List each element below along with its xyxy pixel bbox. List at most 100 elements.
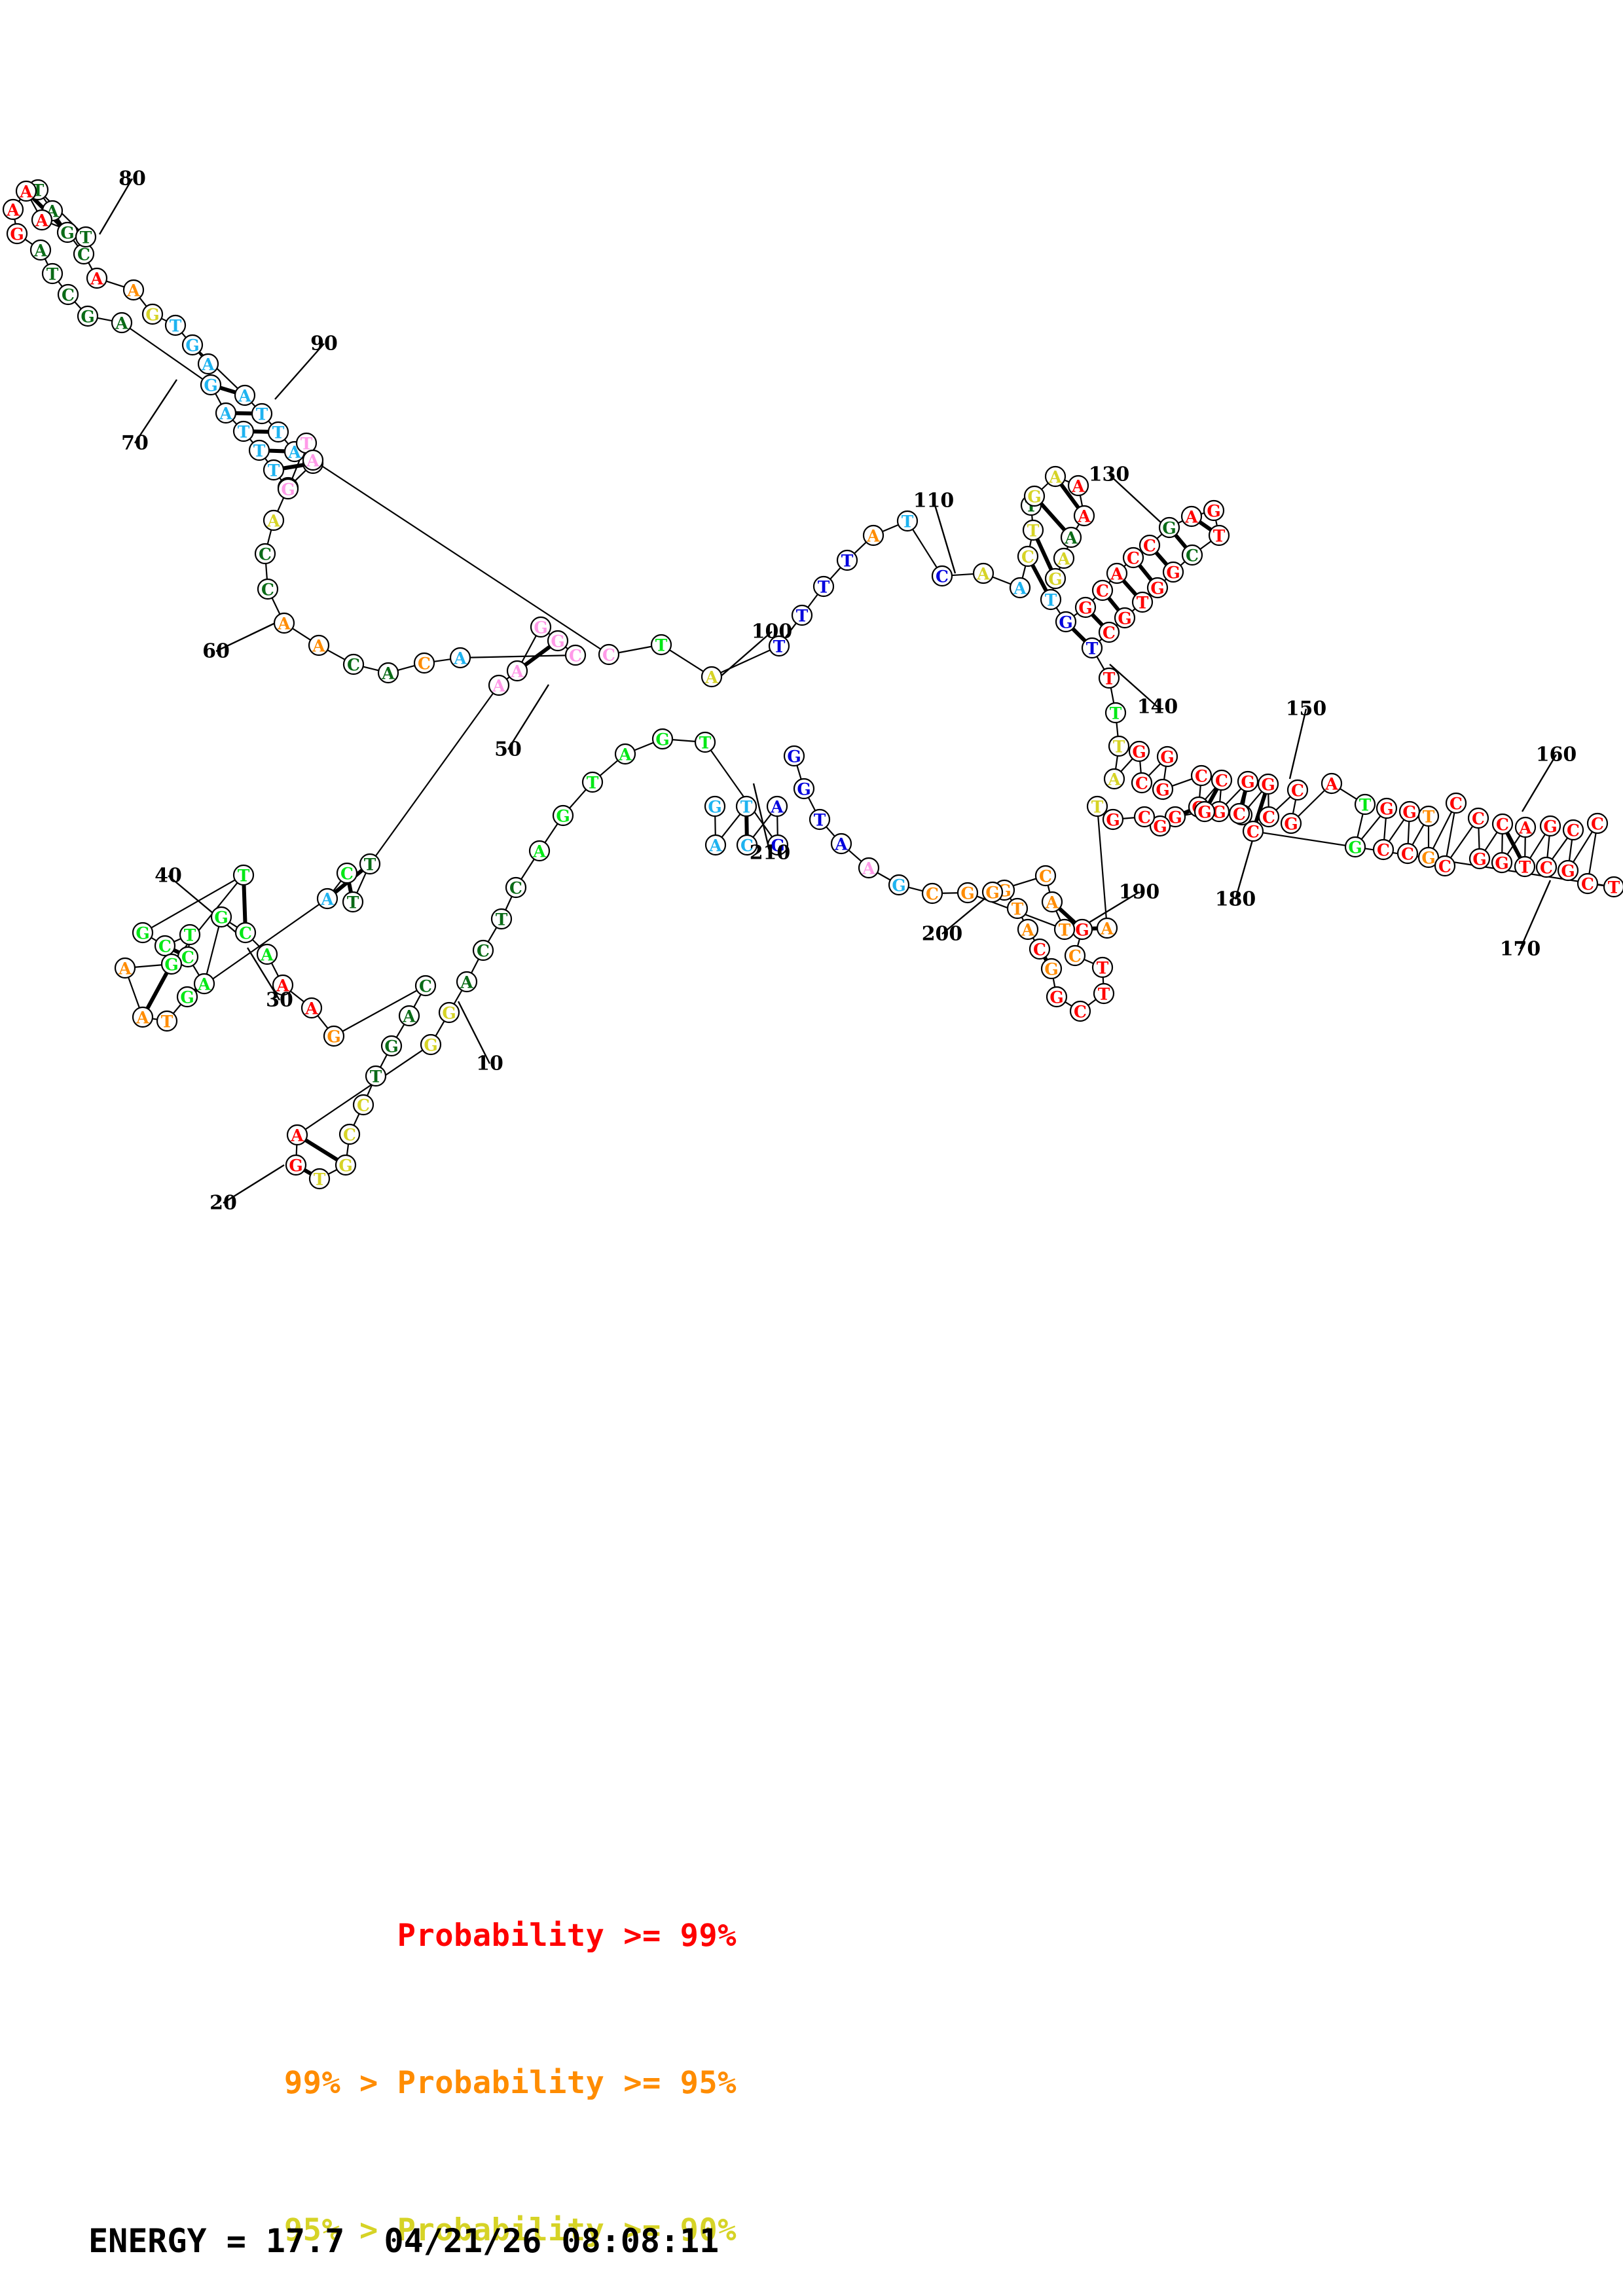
base-letter: C: [62, 286, 75, 305]
position-leader-lines: [98, 178, 1558, 1204]
base-letter: T: [238, 867, 250, 886]
base-letter: G: [289, 1157, 302, 1175]
base-node: G: [1158, 516, 1180, 539]
base-node: G: [1040, 958, 1063, 980]
base-node: C: [234, 922, 257, 944]
base-node: C: [1562, 819, 1584, 841]
position-label-90: 90: [310, 332, 338, 355]
base-letter: C: [239, 924, 252, 943]
base-node: A: [1073, 505, 1095, 527]
base-letter: A: [1021, 921, 1034, 940]
base-letter: G: [442, 1004, 456, 1023]
base-node: T: [1086, 795, 1108, 817]
base-node: A: [308, 634, 330, 656]
base-node: G: [888, 874, 910, 896]
base-letter: T: [1091, 798, 1104, 817]
position-label-170: 170: [1500, 938, 1541, 961]
base-letter: A: [304, 999, 318, 1018]
base-node: C: [1242, 820, 1264, 842]
base-node: A: [193, 973, 215, 995]
base-letter: G: [1150, 579, 1164, 598]
base-node: A: [830, 833, 852, 855]
base-letter: T: [773, 637, 786, 656]
base-letter: A: [201, 355, 215, 374]
base-node: G: [160, 953, 183, 975]
base-letter: G: [1059, 613, 1072, 632]
base-node: A: [234, 384, 256, 406]
base-node: A: [111, 312, 133, 334]
base-node: G: [1237, 770, 1259, 793]
base-letter: C: [1581, 875, 1594, 894]
base-letter: T: [1097, 959, 1109, 978]
base-pair-bonds: [31, 196, 1523, 1177]
base-node: C: [1535, 856, 1558, 878]
base-letter: G: [1168, 808, 1182, 827]
base-node: G: [1208, 800, 1230, 823]
base-letter: G: [708, 798, 721, 817]
base-node: T: [251, 403, 273, 425]
base-letter: A: [1100, 920, 1114, 939]
base-node: T: [267, 421, 289, 443]
base-node: C: [413, 652, 435, 674]
base-node: A: [1044, 465, 1067, 488]
base-letter: A: [1064, 529, 1078, 548]
base-node: G: [1280, 812, 1302, 834]
base-letter: C: [1186, 547, 1199, 565]
base-letter: A: [1324, 775, 1338, 794]
base-node: G: [1071, 918, 1093, 941]
base-node: T: [650, 634, 672, 656]
base-letter: A: [118, 960, 132, 978]
base-node: C: [73, 243, 95, 265]
base-letter: G: [1241, 773, 1254, 792]
base-letter: A: [290, 1126, 304, 1145]
base-node: G: [1114, 607, 1136, 629]
base-node: A: [256, 943, 278, 965]
base-node: C: [1017, 545, 1039, 567]
base-letter: C: [1450, 795, 1463, 814]
base-node: C: [254, 543, 276, 565]
base-node: G: [1491, 852, 1513, 874]
base-letter: T: [1012, 900, 1024, 919]
base-node: G: [1128, 740, 1150, 762]
base-node: T: [1108, 735, 1130, 757]
base-letter: G: [797, 780, 811, 799]
base-letter: A: [704, 668, 718, 687]
base-letter: G: [424, 1036, 437, 1055]
base-letter: G: [1048, 570, 1062, 589]
base-letter: G: [1348, 838, 1362, 857]
base-node: A: [377, 662, 399, 684]
base-letter: C: [419, 977, 432, 996]
base-node: A: [1514, 816, 1537, 838]
base-letter: T: [1113, 738, 1125, 757]
base-letter: A: [532, 842, 546, 861]
base-node: A: [1321, 772, 1343, 795]
base-letter: T: [161, 1013, 173, 1031]
energy-timestamp-line: ENERGY = 17.7 04/21/26 08:08:11: [88, 2222, 720, 2260]
base-letter: G: [1160, 748, 1174, 767]
base-letter: C: [569, 647, 582, 666]
base-node: C: [598, 643, 620, 666]
base-letter: A: [834, 835, 848, 854]
base-node: G: [56, 221, 79, 243]
base-letter: A: [276, 977, 289, 996]
base-letter: A: [277, 615, 291, 634]
base-letter: G: [81, 308, 94, 327]
base-letter: A: [126, 281, 140, 300]
base-letter: G: [281, 480, 295, 499]
base-node: C: [1190, 764, 1213, 787]
base-node: C: [1467, 807, 1489, 829]
base-letter: G: [551, 632, 564, 651]
base-node: C: [1258, 806, 1280, 828]
base-node: T: [164, 314, 187, 336]
base-letter: G: [60, 224, 74, 243]
base-node: T: [812, 575, 835, 598]
base-letter: T: [655, 636, 668, 655]
base-letter: G: [960, 884, 974, 903]
base-node: C: [1069, 1000, 1091, 1022]
base-node: T: [791, 604, 813, 626]
base-letter: T: [1137, 594, 1149, 613]
base-node: C: [336, 862, 358, 884]
base-node: A: [122, 279, 145, 301]
base-letter: A: [197, 975, 211, 994]
